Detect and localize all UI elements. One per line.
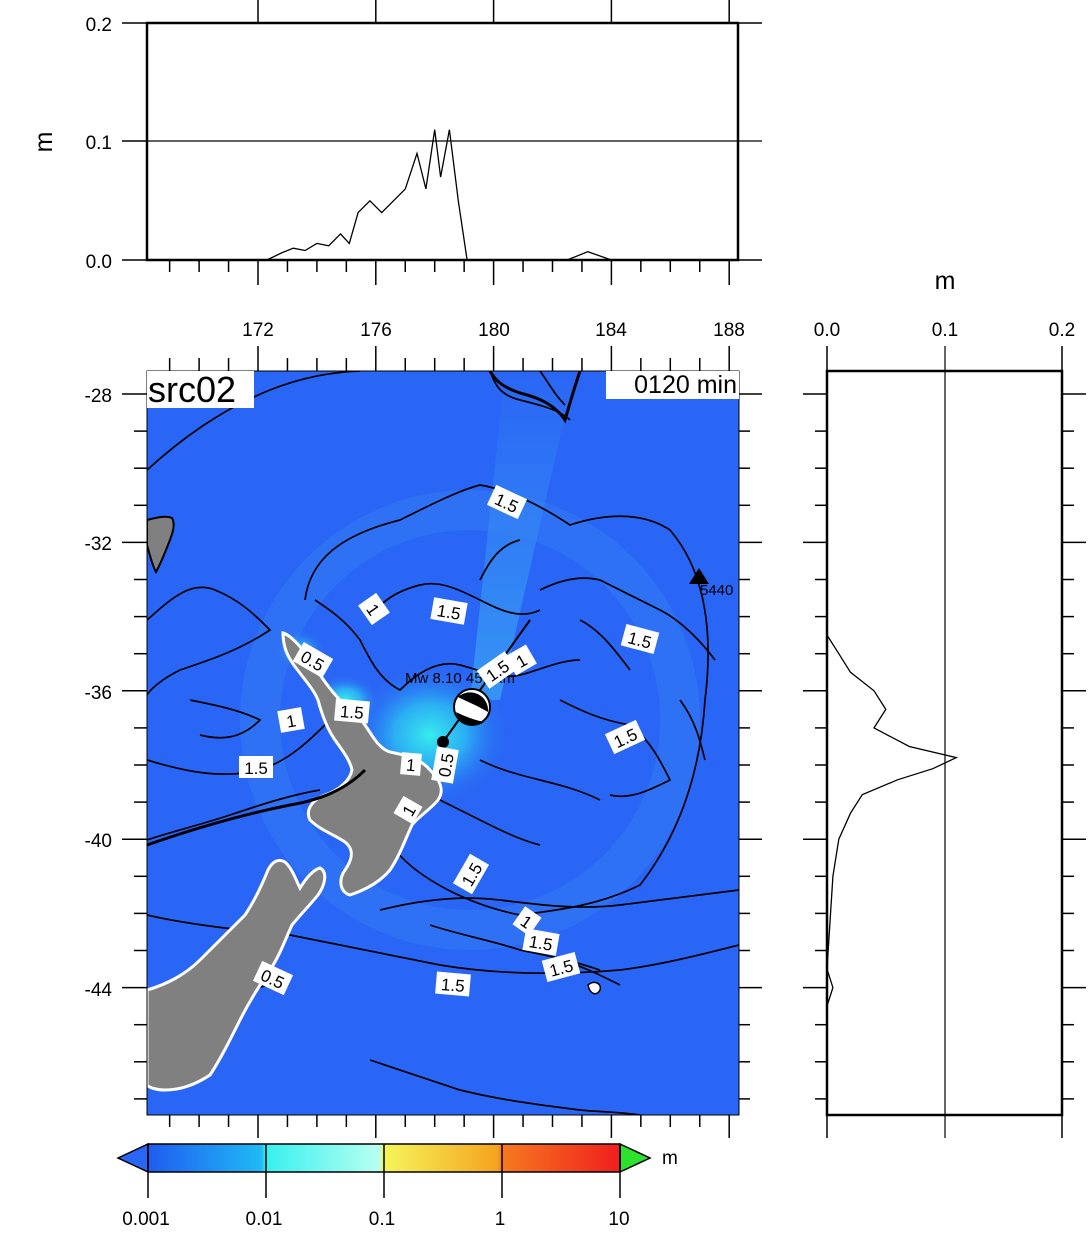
map-title: src02 (148, 369, 236, 410)
plate-boundary-north (488, 371, 582, 424)
map-xtick-label: 180 (478, 320, 510, 341)
map-ytick-label: -44 (85, 980, 113, 1001)
map-ytick-label: -28 (85, 386, 112, 407)
top-profile-line (266, 129, 730, 261)
map-ticks (122, 346, 762, 1138)
colorbar-high-arrow (619, 1142, 652, 1174)
map-xtick-label: 176 (360, 320, 392, 341)
contour-label: 1.5 (527, 932, 554, 955)
right-profile-line (826, 634, 959, 1007)
radiation-beam (470, 371, 575, 700)
depth-contours (147, 371, 739, 1115)
contour-label: 1.5 (435, 601, 462, 624)
chatham-island (587, 981, 602, 995)
australia-coast (147, 515, 175, 575)
top-ytick-label: 0.0 (86, 252, 112, 273)
time-label: 0120 min (634, 371, 737, 399)
right-xtick-label: 0.0 (814, 320, 840, 341)
map-ytick-label: -32 (85, 534, 112, 555)
contour-label: 1 (285, 711, 298, 731)
right-xtick-label: 0.1 (932, 320, 958, 341)
top-profile-panel: 0.2 0.1 0.0 m (30, 0, 762, 285)
colorbar-tick-label: 10 (608, 1209, 629, 1230)
colorbar-tick-label: 0.001 (122, 1209, 170, 1230)
contour-label: 1 (405, 756, 416, 776)
north-island (281, 631, 443, 897)
right-panel-ticks (803, 393, 1086, 1100)
top-panel-ticks (168, 0, 730, 285)
contour-label: 0.5 (435, 752, 458, 779)
top-ytick-label: 0.1 (86, 133, 112, 154)
map-ytick-label: -36 (85, 683, 112, 704)
map-xtick-label: 188 (713, 320, 745, 341)
land-masses (147, 515, 602, 1092)
map-panel: Mw 8.10 45.0km 5440 src02 0120 min -28 -… (85, 346, 762, 1138)
map-ytick-label: -40 (85, 831, 112, 852)
plate-boundary-south (147, 768, 367, 847)
right-xlabel: m (935, 267, 956, 295)
map-frame (146, 370, 740, 1116)
right-xtick-label: 0.2 (1049, 320, 1075, 341)
colorbar-tick-label: 0.1 (369, 1209, 395, 1230)
colorbar-tick-label: 1 (495, 1209, 506, 1230)
station-marker (689, 568, 709, 584)
contour-label: 1.5 (244, 759, 268, 778)
title-box (147, 371, 254, 408)
south-island (147, 858, 327, 1092)
colorbar-low-arrow (116, 1142, 149, 1174)
contour-labels: 1.5 1 1.5 1.5 0.5 1 1.5 1 1.5 1.5 1.5 1 … (239, 484, 660, 997)
map-xtick-label: 172 (242, 320, 274, 341)
station-label: 5440 (700, 582, 733, 599)
colorbar-unit: m (662, 1148, 678, 1169)
time-box (606, 371, 739, 399)
colorbar: m 0.001 0.01 0.1 1 10 (116, 1142, 678, 1230)
colorbar-tick-label: 0.01 (246, 1209, 283, 1230)
right-profile-panel: m 0.0 0.1 0.2 (803, 267, 1086, 1138)
contour-label: 1.5 (339, 702, 364, 723)
top-ylabel: m (30, 132, 58, 153)
epicenter-marker (437, 736, 449, 748)
map-xtick-label: 184 (595, 320, 627, 341)
focal-mechanism-beachball (453, 688, 491, 726)
top-ytick-label: 0.2 (86, 15, 112, 36)
contour-label: 1.5 (440, 975, 465, 996)
